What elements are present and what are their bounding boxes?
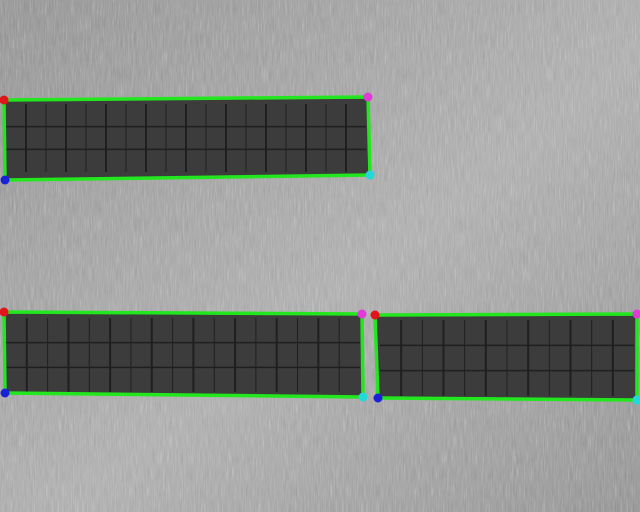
corner-marker-top-left [370, 310, 380, 320]
panel-grid [6, 318, 360, 392]
corner-marker-bottom-right [358, 392, 368, 402]
panel-surface [375, 314, 637, 400]
corner-marker-bottom-left [373, 393, 383, 403]
panel-row-3 [375, 314, 637, 400]
corner-marker-bottom-right [632, 395, 640, 405]
corner-marker-bottom-left [0, 175, 10, 185]
corner-marker-top-right [632, 309, 640, 319]
corner-marker-bottom-right [365, 170, 375, 180]
corner-marker-bottom-left [0, 388, 10, 398]
detection-box-1 [0, 92, 375, 185]
corner-marker-top-right [357, 309, 367, 319]
detection-box-2 [0, 307, 368, 402]
panel-grid [6, 104, 366, 172]
corner-marker-top-left [0, 95, 9, 105]
detection-box-3 [370, 309, 640, 405]
corner-marker-top-left [0, 307, 9, 317]
panel-row-2 [4, 312, 363, 397]
panel-surface [4, 312, 363, 397]
panel-grid [380, 320, 634, 396]
panel-row-1 [4, 97, 370, 180]
corner-marker-top-right [363, 92, 373, 102]
